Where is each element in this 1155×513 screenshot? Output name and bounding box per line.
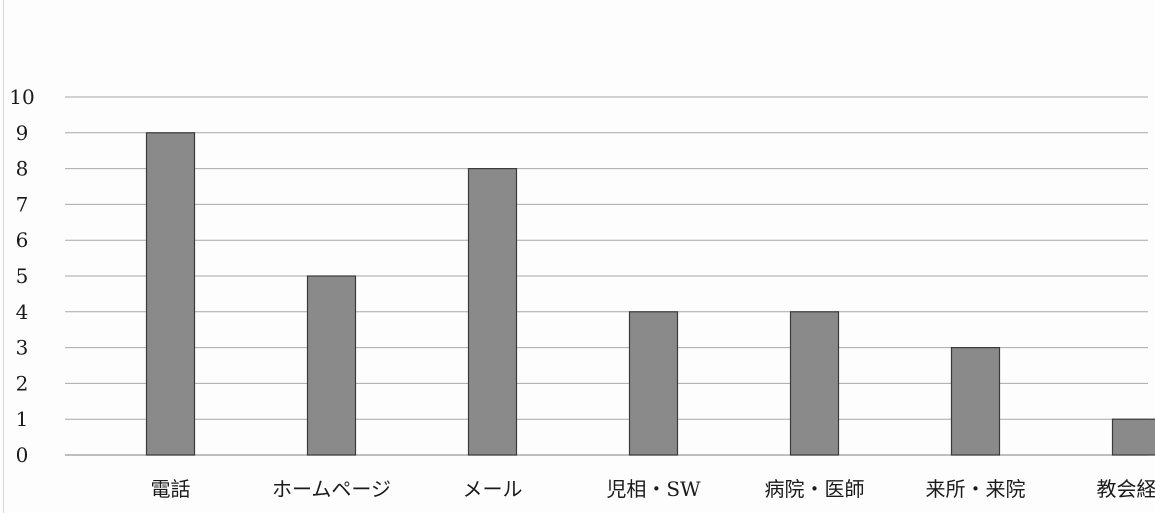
y-tick-label-3: 3 bbox=[16, 336, 29, 360]
bar-2 bbox=[306, 275, 357, 456]
y-tick-label-8: 8 bbox=[16, 157, 29, 181]
y-tick-label-9: 9 bbox=[16, 121, 29, 145]
bar-1 bbox=[145, 132, 196, 456]
bar-4 bbox=[628, 311, 679, 456]
bar-6 bbox=[950, 347, 1001, 456]
category-label-7: 教会経由 bbox=[1097, 477, 1155, 501]
bar-7 bbox=[1111, 418, 1155, 456]
y-axis-ticks: 0 1 2 3 4 5 6 7 8 9 10 bbox=[9, 85, 34, 467]
y-tick-label-0: 0 bbox=[16, 443, 29, 467]
category-label-1: 電話 bbox=[151, 477, 191, 501]
bars bbox=[145, 132, 1155, 456]
y-tick-label-2: 2 bbox=[16, 371, 29, 395]
y-tick-label-10: 10 bbox=[9, 85, 34, 109]
bar-5 bbox=[789, 311, 840, 456]
y-tick-label-7: 7 bbox=[16, 192, 29, 216]
category-label-6: 来所・来院 bbox=[926, 477, 1026, 501]
page-edge bbox=[3, 0, 4, 513]
y-tick-label-1: 1 bbox=[16, 407, 29, 431]
bar-3 bbox=[467, 168, 518, 456]
category-label-3: メール bbox=[463, 477, 523, 501]
y-tick-label-6: 6 bbox=[16, 228, 29, 252]
x-axis-labels: 電話 ホームページ メール 児相・SW 病院・医師 来所・来院 教会経由 bbox=[151, 477, 1155, 501]
y-tick-label-4: 4 bbox=[16, 300, 29, 324]
category-label-2: ホームページ bbox=[272, 477, 391, 501]
category-label-5: 病院・医師 bbox=[765, 477, 865, 501]
y-tick-label-5: 5 bbox=[16, 264, 29, 288]
category-label-4: 児相・SW bbox=[606, 477, 701, 501]
